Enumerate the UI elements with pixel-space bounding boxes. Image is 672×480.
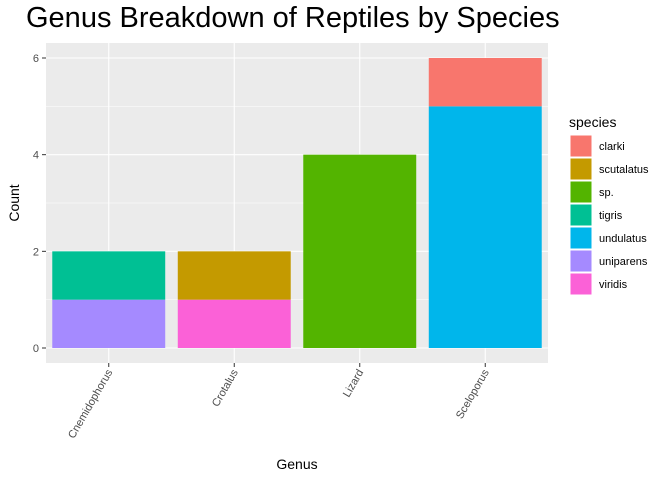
legend-label-undulatus: undulatus bbox=[599, 233, 647, 245]
bar-crotalus-viridis bbox=[177, 299, 291, 348]
bar-lizard-sp bbox=[303, 154, 417, 348]
chart-title: Genus Breakdown of Reptiles by Species bbox=[26, 2, 560, 34]
legend-label-uniparens: uniparens bbox=[599, 256, 648, 268]
bar-crotalus-scutalatus bbox=[177, 251, 291, 300]
x-tick-label-lizard: Lizard bbox=[341, 368, 366, 400]
y-tick-label: 6 bbox=[33, 53, 39, 65]
legend-swatch-scutalatus bbox=[569, 157, 593, 181]
x-tick-label-crotalus: Crotalus bbox=[210, 367, 241, 409]
x-axis: Cnemidophorus Crotalus Lizard Sceloporus bbox=[66, 363, 492, 441]
legend-label-viridis: viridis bbox=[599, 279, 628, 291]
legend-swatch-uniparens bbox=[569, 249, 593, 273]
y-tick-label: 0 bbox=[33, 343, 39, 355]
y-axis-title: Count bbox=[6, 184, 22, 221]
x-tick-label-sceloporus: Sceloporus bbox=[454, 367, 492, 421]
bars bbox=[52, 58, 542, 348]
legend-swatch-viridis bbox=[569, 272, 593, 296]
bar-sceloporus-clarki bbox=[428, 58, 542, 107]
y-tick-label: 4 bbox=[33, 150, 39, 162]
legend-swatch-sp bbox=[569, 180, 593, 204]
legend-label-scutalatus: scutalatus bbox=[599, 164, 649, 176]
legend-label-clarki: clarki bbox=[599, 141, 625, 153]
legend-swatch-tigris bbox=[569, 203, 593, 227]
legend: species clarki scutalatus sp. tigris undulat… bbox=[569, 114, 649, 296]
bar-sceloporus-undulatus bbox=[428, 106, 542, 348]
legend-label-sp: sp. bbox=[599, 187, 614, 199]
legend-label-tigris: tigris bbox=[599, 210, 623, 222]
y-axis: 0 2 4 6 bbox=[33, 53, 46, 355]
y-tick-label: 2 bbox=[33, 246, 39, 258]
legend-title: species bbox=[569, 114, 616, 130]
legend-swatch-undulatus bbox=[569, 226, 593, 250]
x-tick-label-cnemidophorus: Cnemidophorus bbox=[66, 367, 115, 441]
bar-cnemidophorus-tigris bbox=[52, 251, 166, 300]
legend-swatch-clarki bbox=[569, 134, 593, 158]
bar-cnemidophorus-uniparens bbox=[52, 299, 166, 348]
x-axis-title: Genus bbox=[276, 456, 317, 472]
